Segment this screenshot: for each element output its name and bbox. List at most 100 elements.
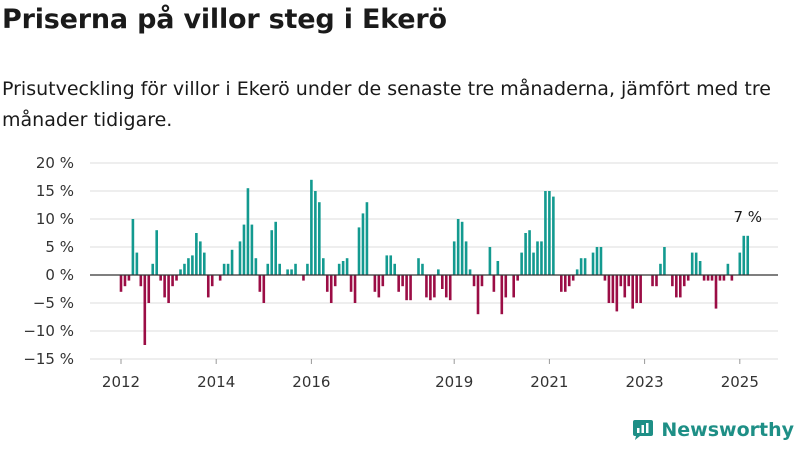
bar (611, 275, 615, 303)
bar (659, 263, 662, 275)
bar (500, 275, 504, 315)
x-tick-label: 2012 (102, 373, 140, 391)
bar (448, 275, 452, 301)
bar (746, 235, 750, 275)
bar (722, 275, 726, 281)
chart-subtitle: Prisutveckling för villor i Ekerö under … (2, 78, 771, 131)
bar (548, 191, 551, 275)
bar (314, 191, 317, 275)
brand-logo: Newsworthy (631, 418, 794, 442)
bar (373, 275, 377, 292)
bar (437, 269, 440, 275)
bar (726, 263, 730, 275)
bar (123, 275, 127, 287)
bar (230, 249, 234, 275)
bar (151, 263, 155, 275)
bar (552, 196, 555, 275)
bar (429, 275, 432, 301)
bar (742, 235, 746, 275)
newsworthy-logo-icon (633, 420, 654, 440)
bar (381, 275, 385, 287)
bar (393, 263, 396, 275)
x-tick-label: 2016 (292, 373, 330, 391)
bar (583, 258, 587, 275)
bar (441, 275, 444, 289)
bar (353, 275, 357, 303)
bar (686, 275, 690, 281)
bar (337, 263, 341, 275)
y-tick-label: 0 % (45, 266, 74, 284)
bar (262, 275, 266, 303)
bar (682, 275, 686, 287)
bar (377, 275, 381, 298)
bar (690, 252, 694, 275)
bar (710, 275, 714, 281)
bar (575, 269, 579, 275)
bar (639, 275, 642, 303)
bar (325, 275, 329, 292)
bar (187, 258, 190, 275)
bar (694, 252, 698, 275)
bar (143, 275, 147, 345)
bar (571, 275, 575, 281)
bar (496, 261, 500, 275)
bar (274, 221, 277, 275)
bar (460, 221, 464, 275)
bar (195, 233, 198, 275)
bar (540, 241, 543, 275)
bar (738, 252, 742, 275)
bar (607, 275, 611, 303)
bar (698, 261, 702, 275)
bar (679, 275, 682, 298)
bar (591, 252, 595, 275)
bar (302, 275, 305, 281)
bar (615, 275, 619, 312)
bar (730, 275, 734, 281)
bar (492, 275, 496, 292)
bar (278, 263, 281, 275)
bar (345, 258, 349, 275)
bar (417, 258, 420, 275)
bar (365, 202, 369, 275)
bar (389, 255, 393, 275)
bar (655, 275, 658, 287)
bar (329, 275, 333, 303)
bar (210, 275, 214, 287)
bar (631, 275, 634, 309)
bar (306, 263, 309, 275)
y-tick-label: −15 % (23, 350, 74, 368)
bar (179, 269, 182, 275)
bar (524, 233, 527, 275)
bar (504, 275, 508, 298)
y-tick-label: 5 % (45, 238, 74, 256)
bar (512, 275, 515, 298)
bar (567, 275, 571, 287)
bar (206, 275, 210, 298)
bar (286, 269, 289, 275)
bar (357, 227, 361, 275)
bar (310, 179, 313, 275)
bar (702, 275, 706, 281)
bar (560, 275, 563, 292)
bar (246, 188, 250, 275)
bar (127, 275, 131, 281)
bar (663, 247, 666, 275)
bar (409, 275, 412, 301)
bar (119, 275, 123, 292)
x-tick-label: 2019 (435, 373, 473, 391)
bar (147, 275, 151, 303)
bar (579, 258, 583, 275)
bar (452, 241, 456, 275)
bar (290, 269, 293, 275)
bar (397, 275, 400, 292)
bar (139, 275, 143, 287)
bar (706, 275, 710, 281)
bar (167, 275, 170, 303)
bar (135, 252, 139, 275)
bar (544, 191, 547, 275)
bar (333, 275, 337, 287)
bar (191, 255, 194, 275)
bar (563, 275, 567, 292)
bar (218, 275, 222, 281)
